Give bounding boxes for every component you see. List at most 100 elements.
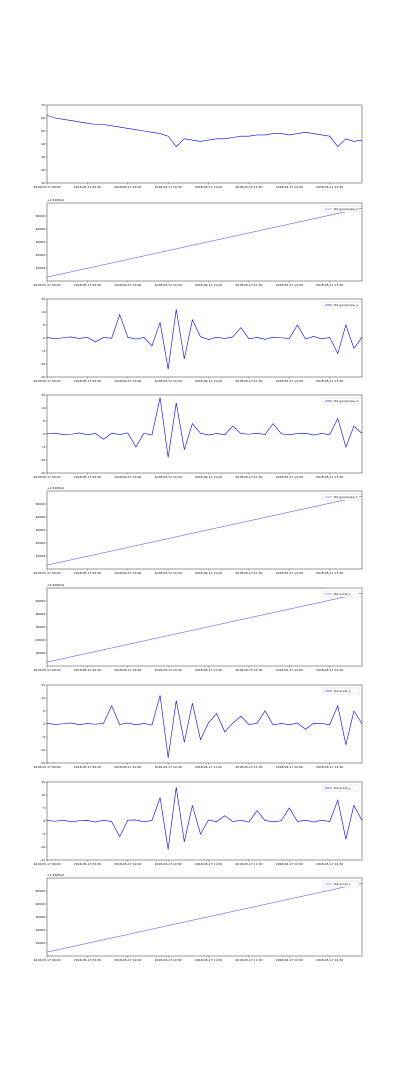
y-tick-label: 50000 [35,889,45,893]
x-tick-label: 2018-05-17 11:30 [235,668,262,672]
plot-frame [46,104,363,184]
y-tick-label: 30000 [35,528,45,532]
y-tick-label: 5 [43,323,45,327]
y-tick-label: -10 [40,362,45,366]
legend-box [322,397,360,405]
plot-frame [46,877,363,957]
y-tick-label: 60 [41,116,45,120]
y-tick-label: 10 [41,406,45,410]
x-tick-label: 2018-05-17 09:30 [74,475,101,479]
y-tick-label: 30 [41,155,45,159]
offset-text: +1.5265e9 [47,198,64,202]
x-tick-label: 2018-05-17 10:30 [155,862,182,866]
y-tick-label: 10000 [35,941,45,945]
x-tick-label: 2018-05-17 10:30 [155,668,182,672]
plot-frame [46,587,363,667]
series-line [46,397,363,458]
x-tick-label: 2018-05-17 09:00 [33,283,60,287]
legend-box [322,784,360,792]
y-tick-label: 40 [41,142,45,146]
legend-label: D2-accel_t [334,592,351,596]
x-tick-label: 2018-05-17 11:00 [195,475,222,479]
legend-label: D2-gyroscope_x [334,207,358,211]
x-tick-label: 2018-05-17 12:00 [276,668,303,672]
x-tick-label: 2018-05-17 12:00 [276,475,303,479]
x-tick-label: 2018-05-17 09:30 [74,765,101,769]
y-tick-label: 20000 [35,253,45,257]
x-tick-label: 2018-05-17 10:30 [155,283,182,287]
x-tick-label: 2018-05-17 09:30 [74,862,101,866]
x-tick-label: 2018-05-17 10:00 [114,765,141,769]
x-tick-label: 2018-05-17 11:30 [235,283,262,287]
x-tick-label: 2018-05-17 12:00 [276,185,303,189]
y-tick-label: 40000 [35,227,45,231]
x-tick-label: 2018-05-17 10:00 [114,958,141,962]
x-tick-label: 2018-05-17 09:30 [74,379,101,383]
plot-frame [46,781,363,861]
offset-text: +1.5265e9 [47,486,64,490]
x-tick-label: 2018-05-17 11:00 [195,958,222,962]
legend-label: D2-gyroscope_t [334,495,358,499]
x-tick-label: 2018-05-17 09:30 [74,958,101,962]
x-tick-label: 2018-05-17 11:00 [195,668,222,672]
legend-label: D2-accel_y [334,786,351,790]
plot-frame [46,490,363,570]
y-tick-label: 70 [41,103,45,107]
x-tick-label: 2018-05-17 12:30 [316,283,343,287]
y-tick-label: 10000 [35,554,45,558]
legend-box [322,493,360,501]
y-tick-label: 40000 [35,612,45,616]
x-tick-label: 2018-05-17 11:30 [235,185,262,189]
x-tick-label: 2018-05-17 10:00 [114,571,141,575]
y-tick-label: -10 [40,845,45,849]
x-tick-label: 2018-05-17 09:00 [33,379,60,383]
x-tick-label: 2018-05-17 10:00 [114,379,141,383]
x-tick-label: 2018-05-17 12:30 [316,862,343,866]
legend-box [322,880,360,888]
y-tick-label: 10 [41,696,45,700]
series-line [46,882,363,953]
x-tick-label: 2018-05-17 10:30 [155,765,182,769]
x-tick-label: 2018-05-17 12:30 [316,765,343,769]
series-line [46,115,363,148]
series-line [46,207,363,278]
x-tick-label: 2018-05-17 12:30 [316,668,343,672]
x-tick-label: 2018-05-17 10:00 [114,283,141,287]
x-tick-label: 2018-05-17 09:00 [33,185,60,189]
x-tick-label: 2018-05-17 12:00 [276,379,303,383]
x-tick-label: 2018-05-17 11:00 [195,862,222,866]
y-tick-label: 20000 [35,638,45,642]
x-tick-label: 2018-05-17 10:30 [155,958,182,962]
series-line [46,309,363,370]
series-line [46,495,363,566]
y-tick-label: 0 [43,819,45,823]
x-tick-label: 2018-05-17 12:00 [276,571,303,575]
x-tick-label: 2018-05-17 11:00 [195,765,222,769]
y-tick-label: 20000 [35,541,45,545]
x-tick-label: 2018-05-17 10:00 [114,185,141,189]
x-tick-label: 2018-05-17 09:00 [33,958,60,962]
y-tick-label: 5 [43,709,45,713]
y-tick-label: 50000 [35,502,45,506]
y-tick-label: -10 [40,748,45,752]
x-tick-label: 2018-05-17 10:30 [155,475,182,479]
x-tick-label: 2018-05-17 09:00 [33,571,60,575]
y-tick-label: -15 [40,471,45,475]
x-tick-label: 2018-05-17 10:30 [155,379,182,383]
x-tick-label: 2018-05-17 12:00 [276,862,303,866]
x-tick-label: 2018-05-17 11:30 [235,571,262,575]
x-tick-label: 2018-05-17 12:30 [316,185,343,189]
x-tick-label: 2018-05-17 09:00 [33,475,60,479]
legend-label: D2-gyroscope_y [334,303,358,307]
y-tick-label: 10000 [35,651,45,655]
y-tick-label: -5 [42,349,45,353]
x-tick-label: 2018-05-17 09:30 [74,283,101,287]
x-tick-label: 2018-05-17 12:00 [276,765,303,769]
x-tick-label: 2018-05-17 09:30 [74,668,101,672]
x-tick-label: 2018-05-17 11:30 [235,379,262,383]
legend-box [322,687,360,695]
x-tick-label: 2018-05-17 11:30 [235,862,262,866]
y-tick-label: 15 [41,683,45,687]
y-tick-label: 10 [41,181,45,185]
